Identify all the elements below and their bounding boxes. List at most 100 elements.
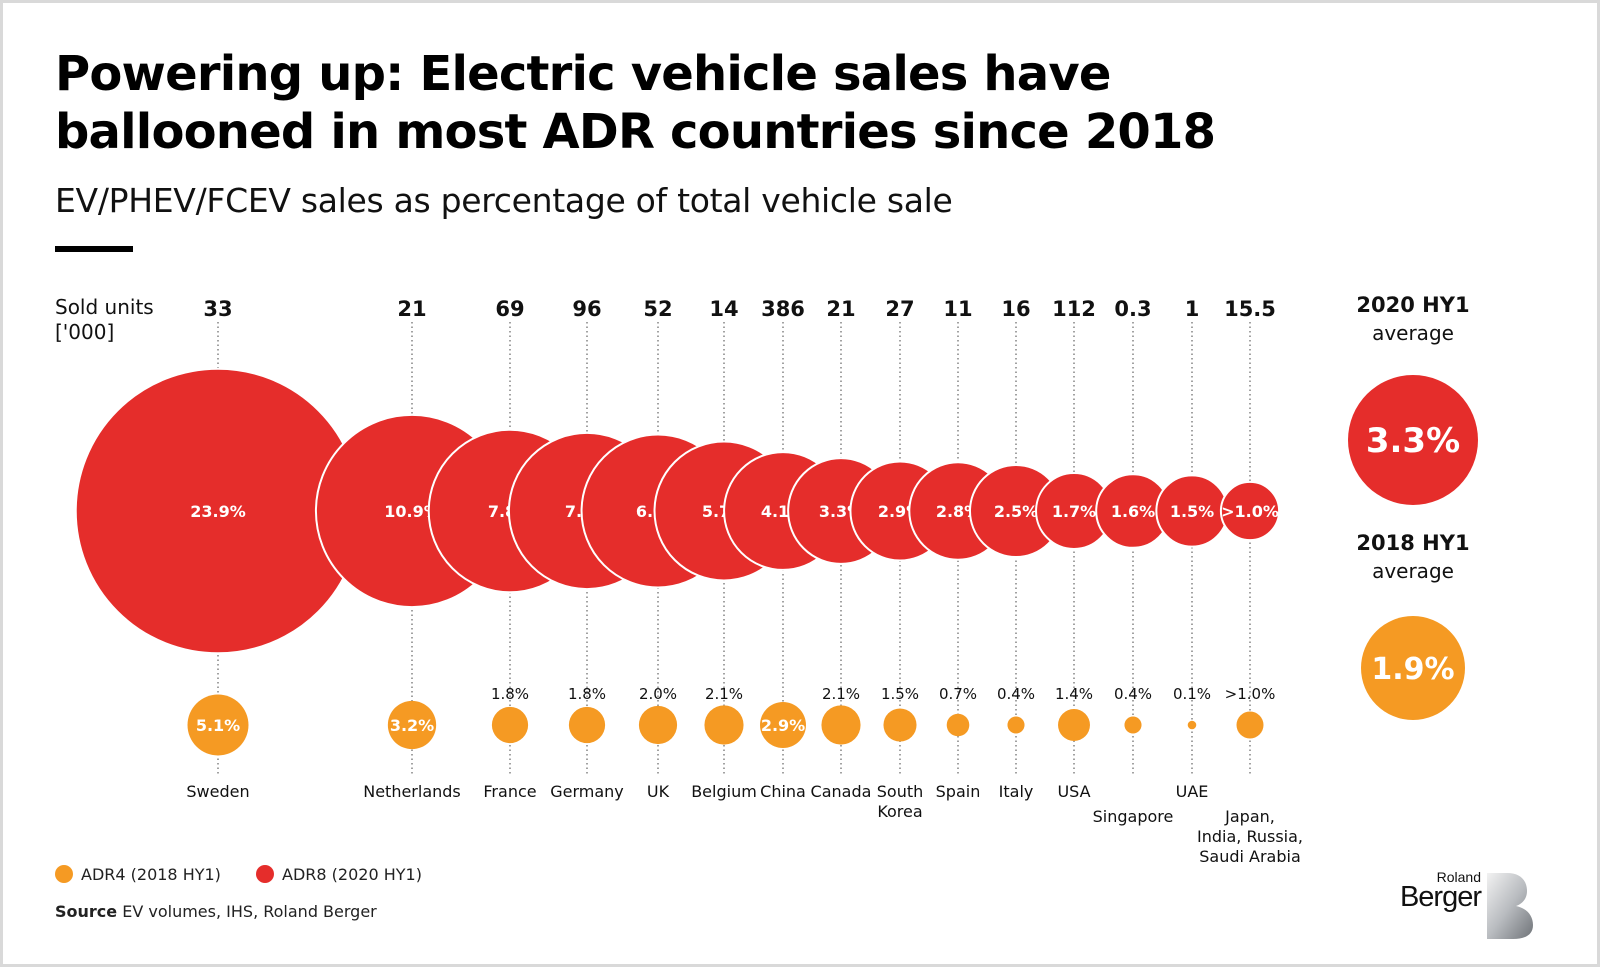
bubble-chart: 33 23.9% 5.1% Sweden 21 10.9% 3.2% Netherlands 6… bbox=[74, 297, 1478, 866]
bubble-2020-japan-india-russia-saudi-arabia bbox=[1219, 480, 1281, 542]
bubble-2018-label-uk: 2.0% bbox=[639, 685, 677, 703]
bubble-2018-germany bbox=[568, 706, 606, 744]
average-2018-value: 1.9% bbox=[1371, 652, 1454, 687]
bubble-2018-label-spain: 0.7% bbox=[939, 685, 977, 703]
bubble-2018-usa bbox=[1058, 709, 1090, 741]
average-2018-period: 2018 HY1 bbox=[1356, 531, 1470, 555]
bubble-2018-label-south-korea: 1.5% bbox=[881, 685, 919, 703]
sold-units-south-korea: 27 bbox=[885, 297, 914, 321]
country-name-germany: Germany bbox=[550, 782, 624, 801]
bubble-2020-label-italy: 2.5% bbox=[994, 502, 1038, 521]
bubble-2020-label-usa: 1.7% bbox=[1052, 502, 1096, 521]
bubble-2018-label-france: 1.8% bbox=[491, 685, 529, 703]
page: Powering up: Electric vehicle sales have… bbox=[3, 3, 1597, 964]
bubble-2018-label-singapore: 0.4% bbox=[1114, 685, 1152, 703]
bubble-2018-label-sweden: 5.1% bbox=[196, 716, 240, 735]
country-name-line: Canada bbox=[811, 782, 872, 801]
country-name-singapore: Singapore bbox=[1093, 807, 1174, 826]
average-2020-period: 2020 HY1 bbox=[1356, 293, 1470, 317]
sold-units-singapore: 0.3 bbox=[1114, 297, 1151, 321]
average-2020-header: 2020 HY1 average bbox=[1333, 293, 1493, 345]
bubble-2020-label-netherlands: 10.9% bbox=[384, 502, 440, 521]
country-name-netherlands: Netherlands bbox=[363, 782, 461, 801]
sold-units-uk: 52 bbox=[643, 297, 672, 321]
bubble-2020-label-spain: 2.8% bbox=[936, 502, 980, 521]
country-name-line: Singapore bbox=[1093, 807, 1174, 826]
bubble-2018-label-netherlands: 3.2% bbox=[390, 716, 434, 735]
country-name-line: Italy bbox=[999, 782, 1034, 801]
source-label: Source bbox=[55, 902, 118, 921]
roland-berger-logo: Roland Berger bbox=[1373, 863, 1543, 943]
average-2020-label: average bbox=[1372, 321, 1454, 345]
country-name-canada: Canada bbox=[811, 782, 872, 801]
country-name-line: China bbox=[760, 782, 806, 801]
sold-units-label-line2: ['000] bbox=[55, 320, 115, 344]
bubble-2018-label-belgium: 2.1% bbox=[705, 685, 743, 703]
sold-units-japan-india-russia-saudi-arabia: 15.5 bbox=[1224, 297, 1276, 321]
bubble-2018-canada bbox=[821, 705, 861, 745]
bubble-2018-label-canada: 2.1% bbox=[822, 685, 860, 703]
average-2020-bubble bbox=[1348, 375, 1478, 505]
legend-swatch-adr4 bbox=[55, 865, 73, 883]
logo-b-mark bbox=[1487, 873, 1533, 939]
country-name-spain: Spain bbox=[936, 782, 981, 801]
bubble-2018-south-korea bbox=[883, 708, 917, 742]
source-note: Source EV volumes, IHS, Roland Berger bbox=[55, 902, 377, 921]
bubble-2018-label-usa: 1.4% bbox=[1055, 685, 1093, 703]
bubble-2018-uk bbox=[638, 705, 678, 745]
sold-units-uae: 1 bbox=[1185, 297, 1200, 321]
country-name-line: Japan, bbox=[1224, 807, 1275, 826]
country-name-sweden: Sweden bbox=[186, 782, 249, 801]
average-2020-value: 3.3% bbox=[1366, 421, 1460, 461]
bubble-2018-italy bbox=[1007, 716, 1025, 734]
chart-title: Powering up: Electric vehicle sales have… bbox=[55, 46, 1216, 160]
average-2018-label: average bbox=[1372, 559, 1454, 583]
bubble-2020-label-sweden: 23.9% bbox=[190, 502, 246, 521]
title-underline bbox=[55, 246, 133, 252]
sold-units-canada: 21 bbox=[826, 297, 855, 321]
average-2018-bubble bbox=[1361, 616, 1465, 720]
country-name-uk: UK bbox=[647, 782, 670, 801]
bubble-2020-label-singapore: 1.6% bbox=[1111, 502, 1155, 521]
sold-units-italy: 16 bbox=[1001, 297, 1030, 321]
sold-units-germany: 96 bbox=[572, 297, 601, 321]
chart-subtitle: EV/PHEV/FCEV sales as percentage of tota… bbox=[55, 181, 953, 220]
bubble-2018-label-china: 2.9% bbox=[761, 716, 805, 735]
bubble-2018-label-germany: 1.8% bbox=[568, 685, 606, 703]
bubble-2018-belgium bbox=[704, 705, 744, 745]
sold-units-usa: 112 bbox=[1052, 297, 1096, 321]
sold-units-label: Sold units ['000] bbox=[55, 295, 154, 345]
country-name-line: Belgium bbox=[691, 782, 757, 801]
country-name-line: USA bbox=[1057, 782, 1090, 801]
bubble-2018-uae bbox=[1187, 720, 1197, 730]
legend-label-adr8: ADR8 (2020 HY1) bbox=[282, 865, 422, 884]
source-text: EV volumes, IHS, Roland Berger bbox=[122, 902, 377, 921]
bubble-2018-spain bbox=[946, 713, 970, 737]
country-name-line: Spain bbox=[936, 782, 981, 801]
sold-units-belgium: 14 bbox=[709, 297, 738, 321]
bubble-2018-singapore bbox=[1124, 716, 1142, 734]
bubble-2018-japan-india-russia-saudi-arabia bbox=[1236, 711, 1264, 739]
bubble-2018-label-japan-india-russia-saudi-arabia: >1.0% bbox=[1225, 685, 1276, 703]
bubble-2020-label-japan-india-russia-saudi-arabia: >1.0% bbox=[1221, 502, 1279, 521]
bubble-2018-netherlands bbox=[387, 700, 437, 750]
country-name-uae: UAE bbox=[1176, 782, 1209, 801]
country-name-usa: USA bbox=[1057, 782, 1090, 801]
country-name-line: India, Russia, bbox=[1197, 827, 1303, 846]
sold-units-label-line1: Sold units bbox=[55, 295, 154, 319]
bubble-2018-sweden bbox=[187, 694, 249, 756]
country-name-line: UAE bbox=[1176, 782, 1209, 801]
country-name-china: China bbox=[760, 782, 806, 801]
country-name-south-korea: South Korea bbox=[877, 782, 924, 821]
legend-item-adr4: ADR4 (2018 HY1) bbox=[55, 865, 221, 884]
country-name-line: Netherlands bbox=[363, 782, 461, 801]
country-name-belgium: Belgium bbox=[691, 782, 757, 801]
bubble-2018-france bbox=[491, 706, 529, 744]
sold-units-sweden: 33 bbox=[203, 297, 232, 321]
sold-units-spain: 11 bbox=[943, 297, 972, 321]
country-name-japan-india-russia-saudi-arabia: Japan, India, Russia, Saudi Arabia bbox=[1197, 807, 1303, 866]
sold-units-china: 386 bbox=[761, 297, 805, 321]
bubble-2018-label-italy: 0.4% bbox=[997, 685, 1035, 703]
legend: ADR4 (2018 HY1) ADR8 (2020 HY1) bbox=[55, 865, 452, 884]
legend-item-adr8: ADR8 (2020 HY1) bbox=[256, 865, 422, 884]
